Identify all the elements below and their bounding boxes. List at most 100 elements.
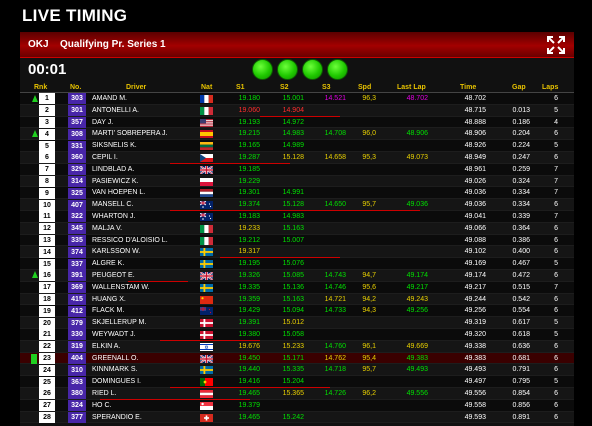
speed-cell <box>348 412 376 424</box>
rank-cell: 27 <box>39 400 55 412</box>
last-lap-cell <box>386 187 428 199</box>
best-time-cell: 48.949 <box>464 153 486 161</box>
speed-cell <box>348 258 376 270</box>
table-row[interactable]: 4 308 MARTI' SOBREPERA J. 19.215 14.983 14.70… <box>20 128 574 141</box>
table-row[interactable]: 11 322 WHARTON J. 19.183 14.983 49.041 0.339 7 <box>20 210 574 223</box>
last-lap-cell <box>386 400 428 412</box>
table-row[interactable]: 2 301 ANTONELLI A. 19.060 14.904 48.715 0.013 5 <box>20 104 574 117</box>
sector3-cell: 14.743 <box>324 271 346 279</box>
gap-cell: 0.204 <box>512 130 530 138</box>
session-clock: 00:01 <box>28 61 67 78</box>
last-lap-cell: 49.243 <box>406 295 428 303</box>
table-row[interactable]: 9 325 VAN HOEPEN L. 19.301 14.991 49.036 0.334… <box>20 187 574 200</box>
best-time-cell: 49.497 <box>464 378 486 386</box>
sector2-cell: 15.001 <box>282 95 304 102</box>
table-row[interactable]: 15 337 ALGRE K. 19.195 15.076 49.169 0.467 5 <box>20 258 574 270</box>
car-number-cell: 324 <box>68 400 86 412</box>
rank-cell: 25 <box>39 376 55 388</box>
car-number-cell: 391 <box>68 270 86 282</box>
laps-cell: 6 <box>554 295 558 303</box>
car-number-cell: 407 <box>68 199 86 211</box>
table-row[interactable]: 5 331 SIKSNELIS K. 19.165 14.989 48.926 0.224 5 <box>20 140 574 152</box>
car-number-cell: 412 <box>68 305 86 317</box>
laps-cell: 6 <box>554 236 558 244</box>
car-number-cell: 360 <box>68 152 86 164</box>
best-time-cell: 49.320 <box>464 330 486 338</box>
table-row[interactable]: 16 391 PEUGEOT E. 19.326 15.085 14.743 94,7 49.… <box>20 269 574 282</box>
table-row[interactable]: 14 374 KARLSSON W. 19.317 49.102 0.400 6 <box>20 246 574 259</box>
col-s3[interactable]: S3 <box>322 84 331 91</box>
driver-name-cell: WEYWADT J. <box>92 330 136 338</box>
speed-cell <box>348 140 376 152</box>
best-time-cell: 49.493 <box>464 366 486 374</box>
driver-name-cell: ELKIN A. <box>92 342 121 350</box>
gap-cell: 0.467 <box>512 260 530 268</box>
table-row[interactable]: 3 357 DAY J. 19.193 14.972 48.888 0.186 4 <box>20 116 574 129</box>
divider <box>128 280 188 282</box>
col-rnk[interactable]: Rnk <box>34 84 48 91</box>
speed-cell: 95,4 <box>362 354 376 362</box>
table-row[interactable]: 21 330 WEYWADT J. 19.380 15.058 49.320 0.618 5 <box>20 328 574 341</box>
col-time[interactable]: Time <box>460 84 477 91</box>
sector3-cell <box>308 223 346 235</box>
table-row[interactable]: 10 407 MANSELL C. 19.374 15.128 14.650 95,7 49.… <box>20 199 574 212</box>
fullscreen-icon[interactable] <box>547 36 565 54</box>
table-row[interactable]: 8 314 PASIEWICZ K. 19.229 49.026 0.324 7 <box>20 175 574 188</box>
table-row[interactable]: 17 369 WALLENSTAM W. 19.335 15.136 14.746 95,6… <box>20 281 574 294</box>
col-driver[interactable]: Driver <box>126 84 147 91</box>
car-number-cell: 335 <box>68 234 86 246</box>
speed-cell: 94,2 <box>362 295 376 303</box>
driver-name-cell: DOMINGUES I. <box>92 378 142 386</box>
table-row[interactable]: 27 324 HO C. 19.379 49.558 0.856 6 <box>20 399 574 412</box>
car-number-cell: 369 <box>68 282 86 294</box>
sector1-cell: 19.193 <box>238 118 260 126</box>
table-row[interactable]: 23 404 GREENALL O. 19.450 15.171 14.762 95,4 49… <box>20 352 574 365</box>
start-light <box>277 59 298 80</box>
last-lap-cell <box>386 140 428 152</box>
col-spd[interactable]: Spd <box>358 84 372 91</box>
table-row[interactable]: 20 379 SKJELLERUP M. 19.391 15.012 49.319 0.61… <box>20 317 574 329</box>
col-s1[interactable]: S1 <box>236 84 245 91</box>
laps-cell: 6 <box>554 342 558 350</box>
col-last-lap[interactable]: Last Lap <box>397 84 426 91</box>
sector2-cell: 15.058 <box>282 330 304 338</box>
flag-gbr-icon <box>200 354 213 363</box>
table-row[interactable]: 26 380 RIED L. 19.465 15.365 14.726 96,2 49.556… <box>20 387 574 400</box>
last-lap-cell: 49.073 <box>406 153 428 161</box>
table-row[interactable]: 24 310 KINNMARK S. 19.440 15.335 14.718 95,7 49… <box>20 364 574 377</box>
laps-cell: 7 <box>554 177 558 185</box>
best-time-cell: 48.702 <box>464 95 486 102</box>
table-row[interactable]: 13 335 RESSICO D'ALOISIO L. 19.212 15.007 49.… <box>20 234 574 247</box>
driver-name-cell: MALJA V. <box>92 224 123 232</box>
col-nat[interactable]: Nat <box>201 84 213 91</box>
table-row[interactable]: 7 329 LINDBLAD A. 19.185 48.961 0.259 7 <box>20 163 574 176</box>
col-laps[interactable]: Laps <box>542 84 559 91</box>
table-row[interactable]: 18 415 HUANG X. 19.359 15.163 14.721 94,2 49.24… <box>20 293 574 306</box>
last-lap-cell: 49.036 <box>406 201 428 209</box>
sector3-cell <box>308 176 346 188</box>
table-row[interactable]: 19 412 FLACK M. 19.429 15.094 14.733 94,3 49.25… <box>20 305 574 318</box>
driver-name-cell: PEUGEOT E. <box>92 271 135 279</box>
driver-name-cell: ALGRE K. <box>92 260 125 268</box>
col-no[interactable]: No. <box>70 84 82 91</box>
table-row[interactable]: 28 377 SPERANDIO E. 19.465 15.242 49.593 0.891… <box>20 411 574 424</box>
gap-cell: 0.554 <box>512 307 530 315</box>
rank-cell: 8 <box>39 175 55 187</box>
speed-cell <box>348 164 376 176</box>
flag-aus-icon <box>200 201 213 210</box>
flag-isr-icon <box>200 342 213 351</box>
table-row[interactable]: 12 345 MALJA V. 19.233 15.163 49.066 0.364 6 <box>20 222 574 235</box>
last-lap-cell <box>386 235 428 247</box>
sector1-cell: 19.165 <box>238 142 260 150</box>
table-row[interactable]: 25 363 DOMINGUES I. 19.416 15.204 49.497 0.795… <box>20 376 574 389</box>
rank-cell: 13 <box>39 234 55 246</box>
col-s2[interactable]: S2 <box>280 84 289 91</box>
table-row[interactable]: 1 303 AMAND M. 19.180 15.001 14.521 96,3 48.702… <box>20 93 574 105</box>
col-gap[interactable]: Gap <box>512 84 526 91</box>
flag-swe-icon <box>200 260 213 269</box>
table-row[interactable]: 6 360 CEPIL I. 19.287 15.128 14.658 95,3 49.073… <box>20 151 574 164</box>
flag-pol-icon <box>200 177 213 186</box>
table-row[interactable]: 22 319 ELKIN A. 19.676 15.233 14.760 96,1 49.66… <box>20 340 574 353</box>
rank-cell: 26 <box>39 388 55 400</box>
sector1-cell: 19.440 <box>238 366 260 374</box>
